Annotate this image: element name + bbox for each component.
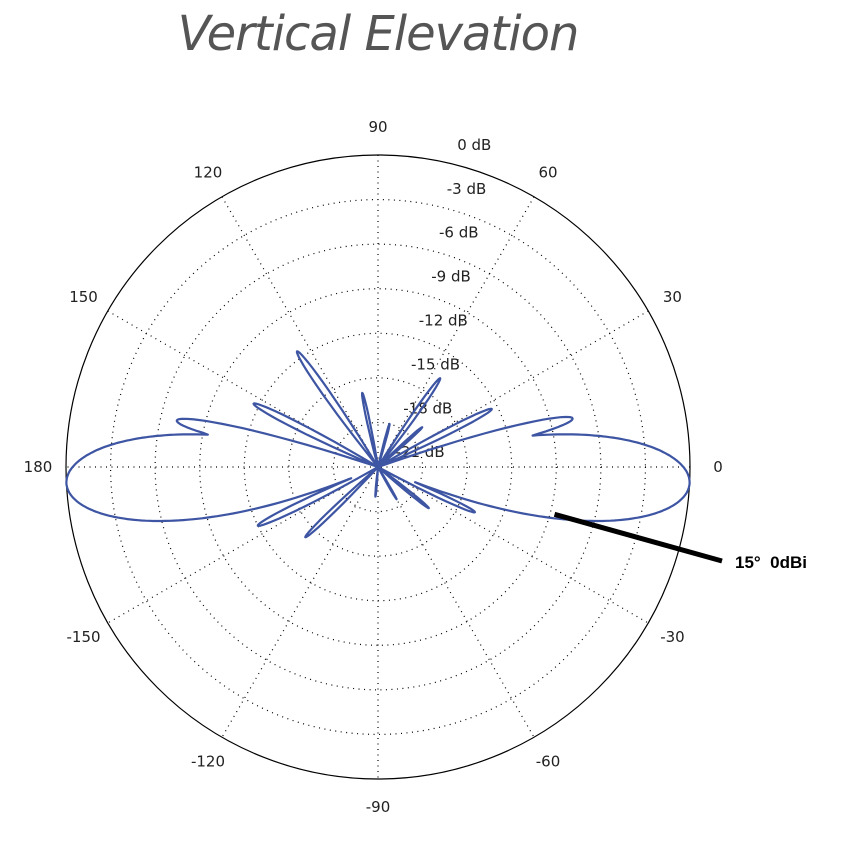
r-tick-label: -18 dB bbox=[403, 399, 452, 417]
angle-tick-label: 120 bbox=[194, 164, 223, 182]
angle-tick-label: -60 bbox=[536, 752, 561, 770]
chart-title: Vertical Elevation bbox=[177, 6, 580, 62]
angle-tick-label: -150 bbox=[67, 628, 101, 646]
r-tick-label: -3 dB bbox=[447, 180, 487, 198]
angle-tick-label: 30 bbox=[663, 288, 682, 306]
r-tick-label: -6 dB bbox=[439, 224, 479, 242]
grid-ring bbox=[199, 288, 557, 646]
angle-tick-label: 90 bbox=[368, 118, 387, 136]
r-tick-label: -15 dB bbox=[411, 355, 460, 373]
r-tick-label: -9 dB bbox=[431, 268, 471, 286]
grid-ring bbox=[154, 243, 602, 691]
angle-tick-label: 180 bbox=[24, 458, 53, 476]
pattern-line bbox=[65, 350, 691, 539]
angle-tick-label: 0 bbox=[713, 458, 723, 476]
angle-tick-label: 150 bbox=[69, 288, 98, 306]
angle-tick-label: -90 bbox=[366, 798, 391, 816]
annotation-leader-line bbox=[553, 511, 723, 564]
r-tick-label: 0 dB bbox=[457, 136, 491, 154]
angle-tick-label: 60 bbox=[538, 164, 557, 182]
r-tick-label: -12 dB bbox=[419, 311, 468, 329]
angle-tick-label: -30 bbox=[660, 628, 685, 646]
angle-tick-label: -120 bbox=[191, 752, 225, 770]
annotation-label: 15° 0dBi bbox=[735, 553, 807, 572]
grid-ring bbox=[332, 421, 424, 513]
